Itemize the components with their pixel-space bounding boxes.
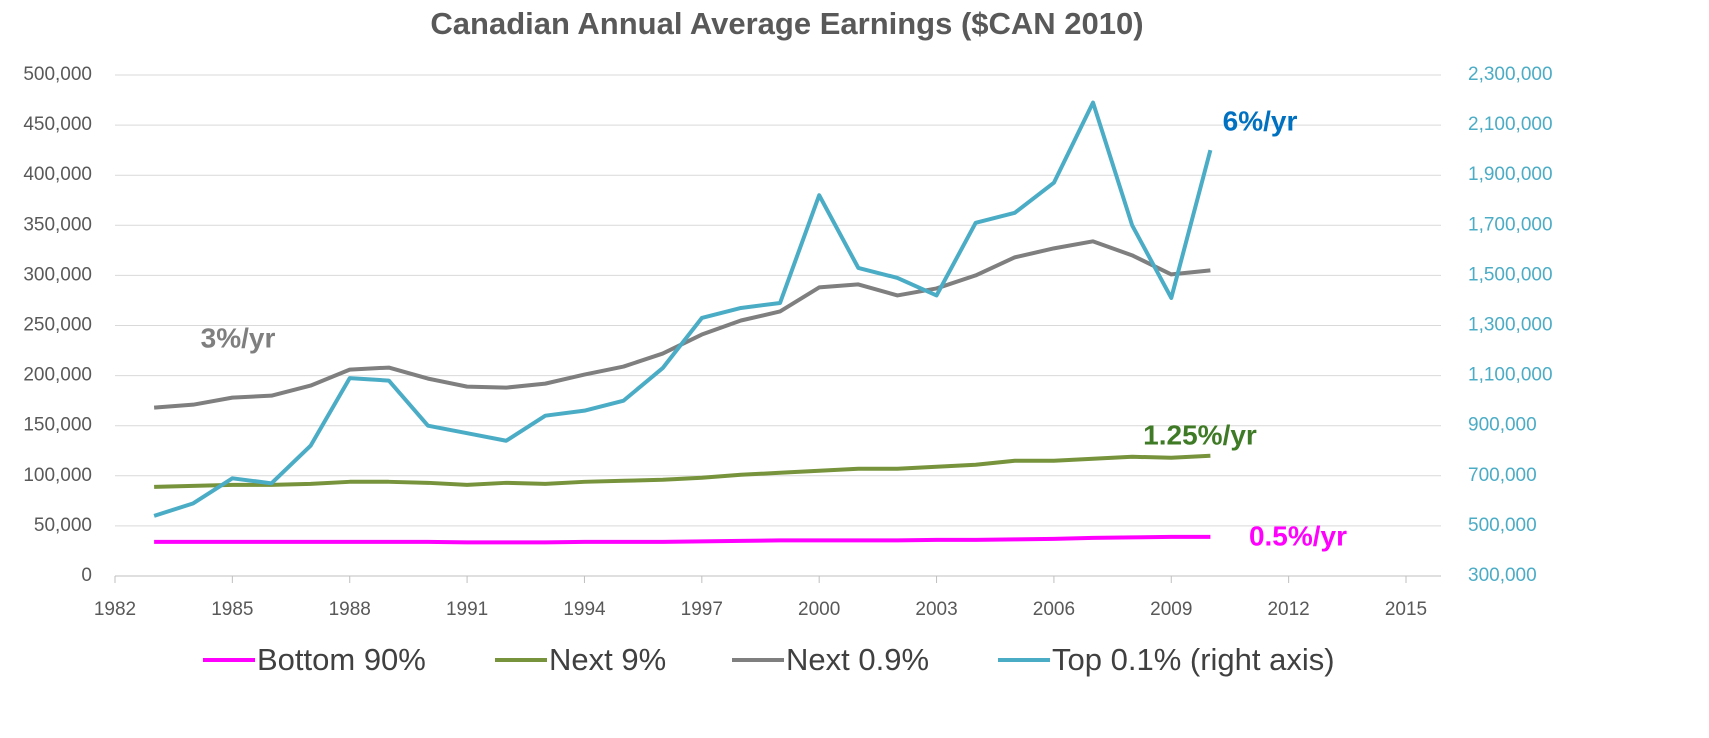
y2-tick-label: 1,900,000 [1468,164,1553,185]
y2-tick-label: 2,100,000 [1468,114,1553,135]
series-line [154,534,1211,545]
y-tick-label: 50,000 [34,515,92,536]
x-tick-label: 2000 [798,599,840,620]
legend-item: Top 0.1% (right axis) [998,642,1335,677]
y2-tick-label: 1,300,000 [1468,315,1553,336]
y2-tick-label: 300,000 [1468,565,1537,586]
chart-title: Canadian Annual Average Earnings ($CAN 2… [430,6,1143,41]
y-tick-label: 150,000 [23,415,92,436]
legend-label: Top 0.1% (right axis) [1052,642,1335,677]
y2-tick-label: 1,100,000 [1468,365,1553,386]
x-tick-label: 1985 [211,599,253,620]
y-tick-label: 250,000 [23,315,92,336]
y-tick-label: 200,000 [23,365,92,386]
legend-label: Bottom 90% [257,642,426,677]
y-tick-label: 100,000 [23,465,92,486]
series-line [153,100,1213,518]
x-tick-label: 2012 [1267,599,1309,620]
y2-tick-label: 1,500,000 [1468,264,1553,285]
y-tick-label: 450,000 [23,114,92,135]
y2-tick-label: 2,300,000 [1468,64,1553,85]
annotation: 3%/yr [201,322,276,353]
y2-tick-label: 900,000 [1468,415,1537,436]
x-tick-label: 1988 [329,599,371,620]
x-tick-label: 2015 [1385,599,1427,620]
legend-item: Next 0.9% [732,642,929,677]
annotation: 6%/yr [1223,105,1298,136]
y2-tick-label: 500,000 [1468,515,1537,536]
y-tick-label: 400,000 [23,164,92,185]
legend-label: Next 9% [549,642,666,677]
y2-tick-label: 700,000 [1468,465,1537,486]
y2-tick-label: 1,700,000 [1468,214,1553,235]
x-tick-label: 2009 [1150,599,1192,620]
x-tick-label: 1994 [563,599,606,620]
legend-item: Next 9% [495,642,666,677]
legend-label: Next 0.9% [786,642,929,677]
x-tick-label: 2006 [1033,599,1075,620]
annotation: 1.25%/yr [1143,419,1257,450]
legend-item: Bottom 90% [203,642,426,677]
x-tick-label: 1997 [681,599,723,620]
y-tick-label: 300,000 [23,264,92,285]
x-tick-label: 2003 [915,599,957,620]
x-tick-label: 1991 [446,599,488,620]
y-tick-label: 500,000 [23,64,92,85]
annotation: 0.5%/yr [1249,520,1347,551]
series-line [153,239,1211,410]
x-tick-label: 1982 [94,599,136,620]
y-tick-label: 350,000 [23,214,92,235]
series-line [154,453,1211,489]
y-tick-label: 0 [81,565,92,586]
